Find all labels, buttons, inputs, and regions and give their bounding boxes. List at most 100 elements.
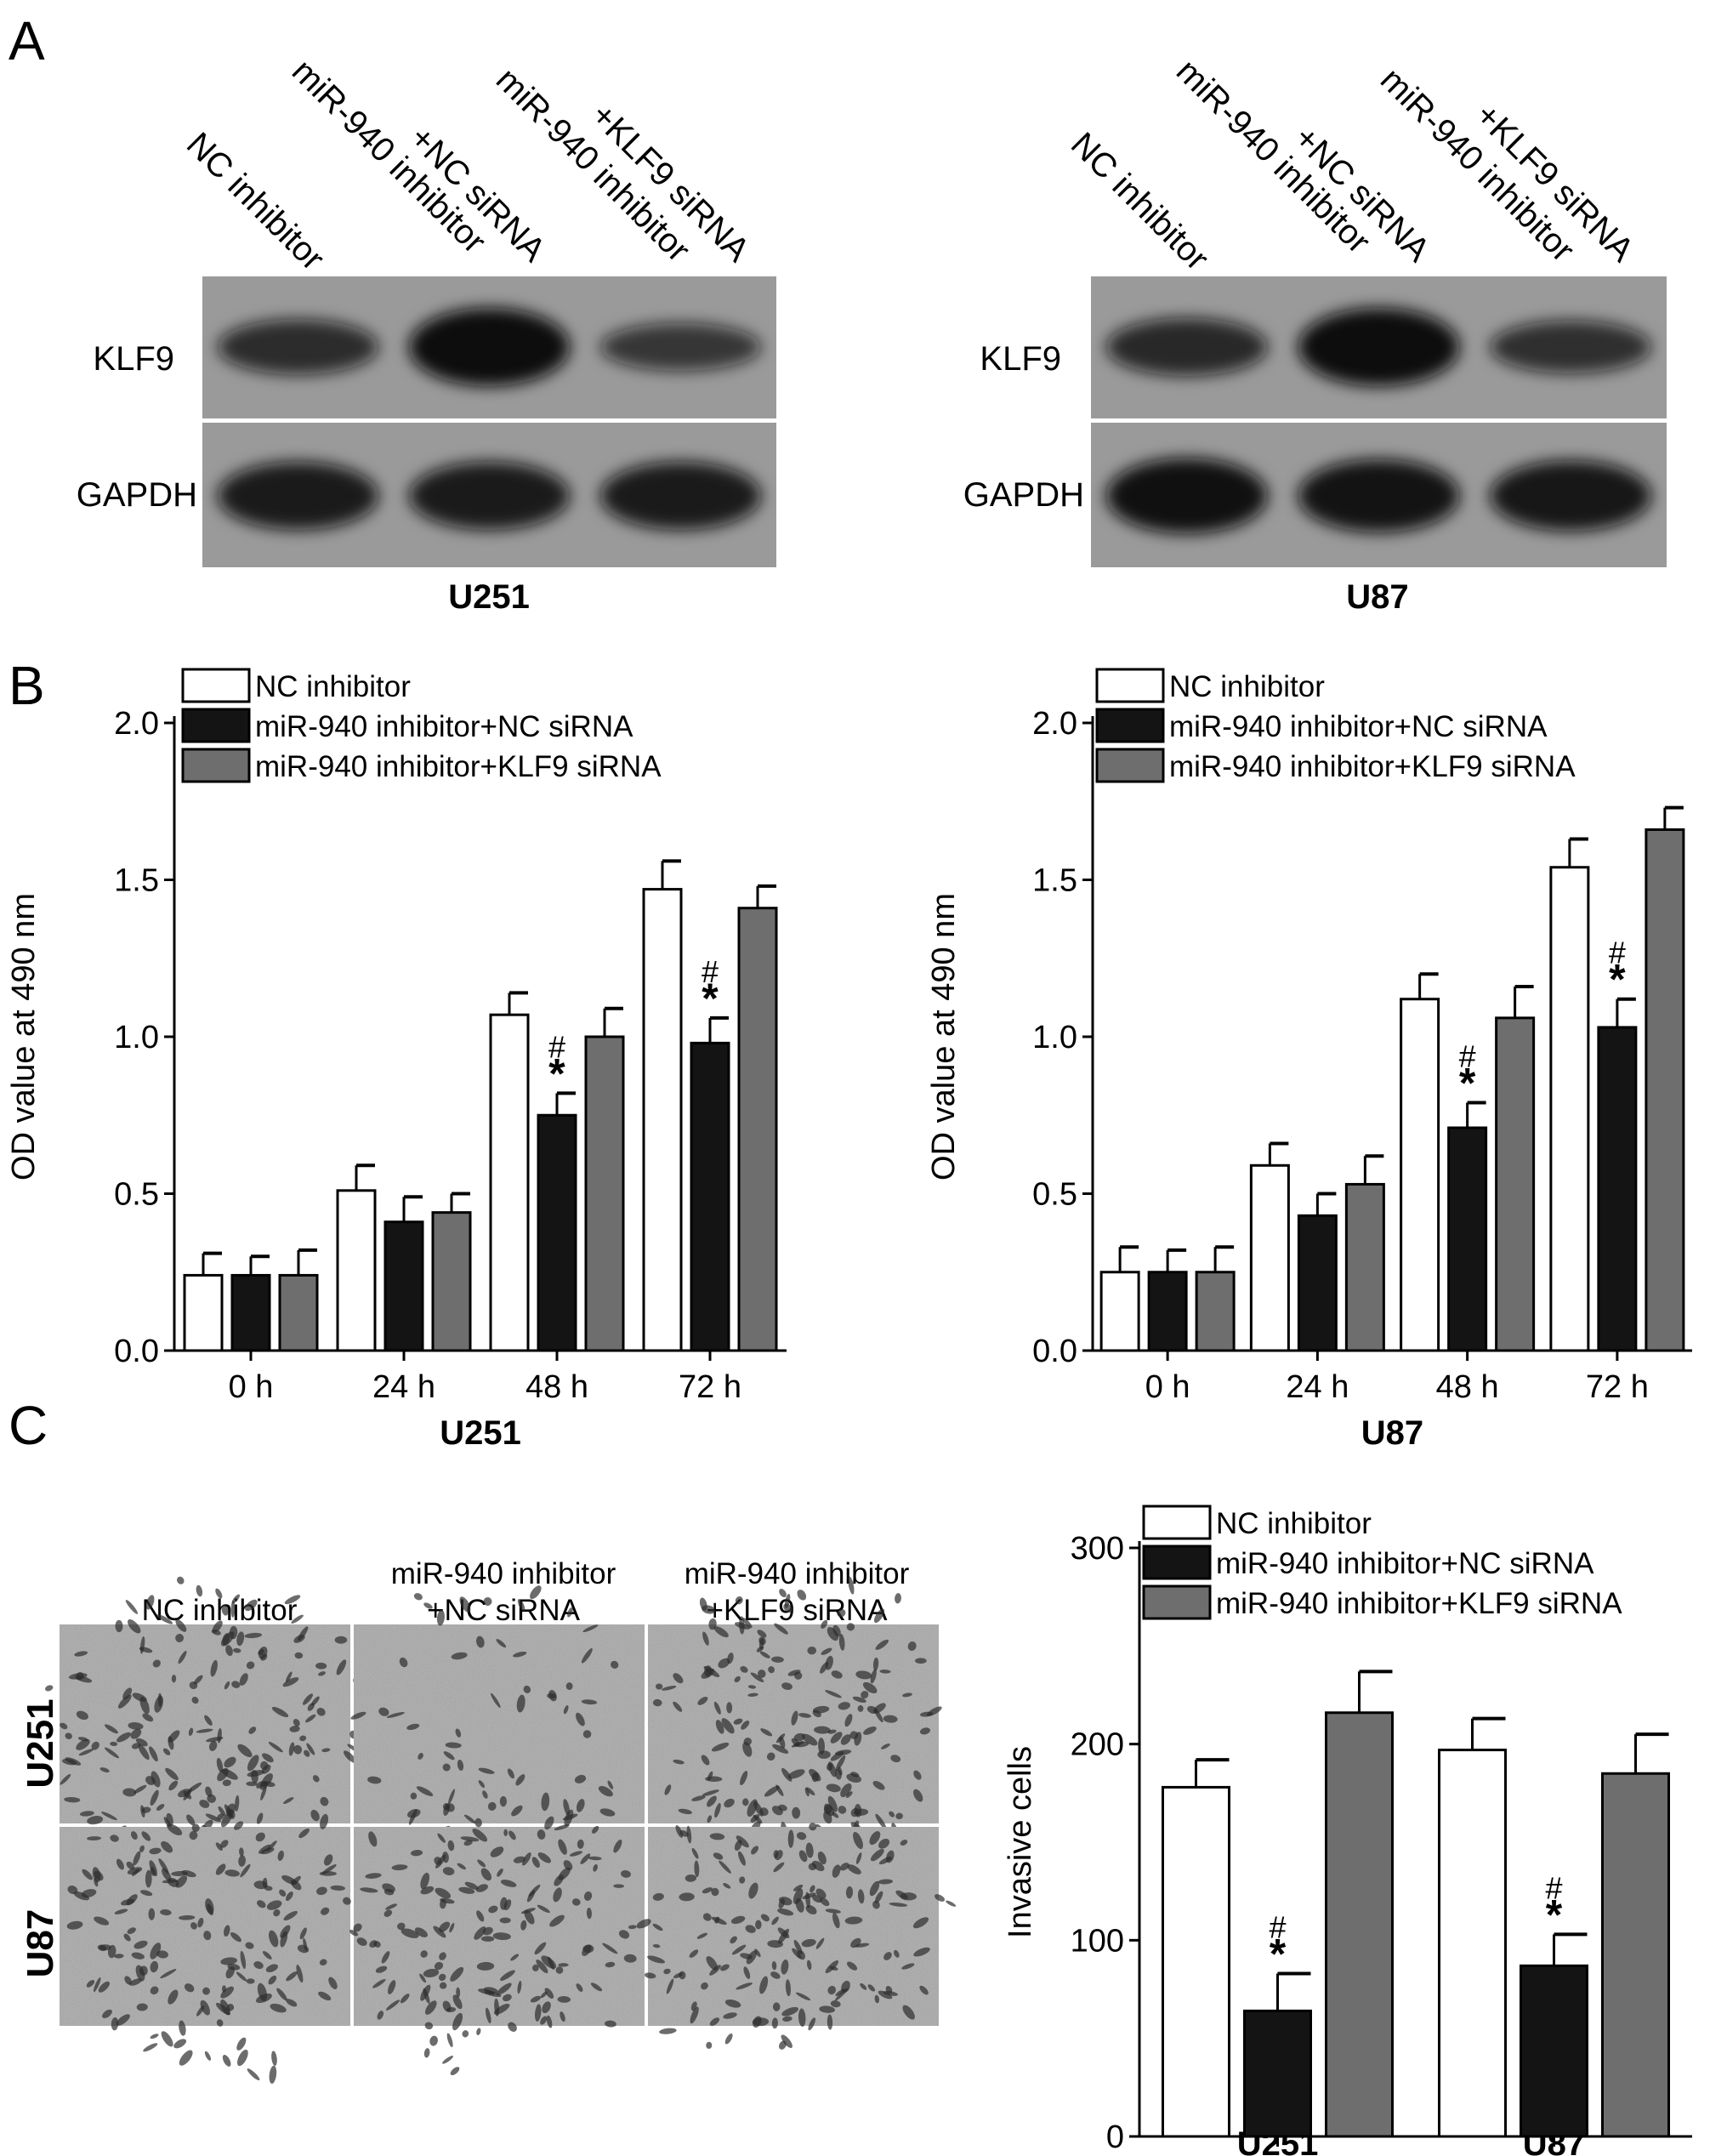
micrograph-cell	[840, 1734, 851, 1745]
micrograph-cell	[74, 1651, 88, 1657]
micrograph-cell	[382, 1883, 395, 1892]
micrograph-texture	[60, 1624, 350, 1823]
micrograph-cell	[628, 1925, 637, 1930]
micrograph-cell	[599, 1808, 616, 1817]
micrograph-cell	[168, 1989, 179, 2005]
micrograph-cell	[582, 1730, 592, 1738]
micrograph-cell	[730, 1915, 746, 1925]
micrograph-cell	[779, 1736, 786, 1749]
micrograph-cell	[913, 1789, 923, 1802]
micrograph-cell	[900, 1892, 917, 1901]
micrograph-cell	[260, 1785, 267, 1801]
micrograph-cell	[446, 2033, 453, 2048]
micrograph-cell	[168, 1780, 179, 1791]
micrograph-cell	[304, 1749, 310, 1757]
micrograph-cell	[875, 1813, 887, 1829]
micrograph-cell	[391, 1864, 408, 1871]
micrograph-cell	[145, 1869, 152, 1888]
micrograph-cell	[99, 1767, 110, 1772]
micrograph-cell	[171, 1675, 177, 1683]
row-label-klf9: KLF9	[93, 340, 174, 378]
micrograph-cell	[685, 1874, 697, 1882]
significance-hash: #	[1545, 1870, 1562, 1905]
micrograph-cell	[265, 1964, 278, 1972]
micrograph-cell	[546, 2015, 553, 2028]
micrograph-cell	[94, 1916, 110, 1926]
micrograph-cell	[483, 1987, 498, 1994]
micrograph-cell	[225, 1803, 236, 1816]
micrograph-cell	[423, 1602, 433, 1609]
micrograph-cell	[895, 1593, 901, 1604]
micrograph-cell	[438, 1973, 446, 1982]
micrograph-cell	[160, 1969, 177, 1979]
micrograph-cell	[247, 2068, 260, 2080]
micrograph-cell	[838, 1634, 845, 1651]
micrograph-cell	[719, 1860, 731, 1874]
micrograph-cell	[759, 1651, 770, 1658]
micrograph-cell	[513, 1651, 527, 1658]
significance-hash: #	[548, 1029, 565, 1064]
x-category-label: 72 h	[1586, 1369, 1649, 1405]
micrograph-cell	[216, 1757, 224, 1772]
micrograph-cell	[798, 1850, 808, 1863]
micrograph-cell	[125, 1600, 139, 1614]
micrograph-cell	[866, 1705, 878, 1714]
x-category-label: 48 h	[525, 1369, 588, 1405]
micrograph-cell	[385, 2000, 401, 2011]
micrograph-cell	[139, 1697, 150, 1715]
micrograph-cell	[721, 1718, 735, 1734]
micrograph-cell	[569, 1851, 583, 1857]
micrograph-cell	[220, 1986, 234, 1999]
micrograph-cell	[752, 2017, 770, 2027]
micrograph-cell	[143, 2043, 158, 2052]
bar	[1645, 828, 1685, 1352]
micrograph-cell	[745, 1925, 756, 1933]
micrograph-cell	[451, 1652, 468, 1660]
micrograph-cell	[604, 2020, 616, 2028]
micrograph-cell	[900, 1839, 908, 1846]
micrograph-cell	[253, 1880, 268, 1890]
micrograph-cell	[787, 1829, 794, 1848]
micrograph-cell	[912, 1917, 929, 1929]
micrograph-cell	[764, 1785, 780, 1797]
legend-swatch	[1142, 1505, 1212, 1540]
micrograph-cell	[311, 1696, 320, 1706]
micrograph-cell	[736, 1982, 753, 1990]
micrograph-row-label-u87: U87	[20, 1909, 61, 1978]
micrograph-cell	[116, 1858, 124, 1870]
micrograph-cell	[244, 1632, 263, 1639]
micrograph-cell	[739, 1616, 745, 1635]
micrograph-cell	[869, 1831, 881, 1846]
micrograph-cell	[500, 1880, 517, 1887]
cell-line-label: U251	[448, 578, 530, 616]
bar	[1597, 1026, 1638, 1352]
micrograph-cell	[236, 1971, 247, 1982]
micrograph-cell	[874, 1994, 880, 2004]
micrograph-grid	[44, 1576, 957, 2084]
significance-hash: #	[702, 954, 719, 989]
micrograph-cell	[189, 1830, 198, 1840]
micrograph-cell	[517, 1599, 525, 1612]
micrograph-cell	[844, 1714, 853, 1727]
micrograph-cell	[781, 2006, 798, 2017]
micrograph-cell	[124, 1976, 132, 1985]
micrograph-cell	[547, 1692, 557, 1699]
micrograph-cell	[455, 1728, 462, 1738]
micrograph-cell	[766, 1752, 775, 1761]
micrograph-cell	[181, 1869, 196, 1878]
micrograph-cell	[739, 1876, 746, 1884]
micrograph-cell	[79, 1811, 94, 1817]
micrograph-cell	[819, 2005, 835, 2013]
micrograph-cell	[478, 1780, 486, 1789]
micrograph-cell	[436, 1609, 445, 1626]
micrograph-cell	[796, 1992, 811, 2001]
significance-star: *	[1270, 1931, 1287, 1978]
micrograph-cell	[503, 1899, 512, 1911]
micrograph-cell	[517, 1981, 522, 1994]
micrograph-cell	[65, 1732, 72, 1739]
y-tick-label: 0.5	[114, 1177, 159, 1213]
micrograph-cell	[798, 1713, 811, 1718]
micrograph-cell	[386, 1712, 405, 1718]
bar	[1099, 1271, 1140, 1352]
micrograph-cell	[178, 1651, 187, 1664]
